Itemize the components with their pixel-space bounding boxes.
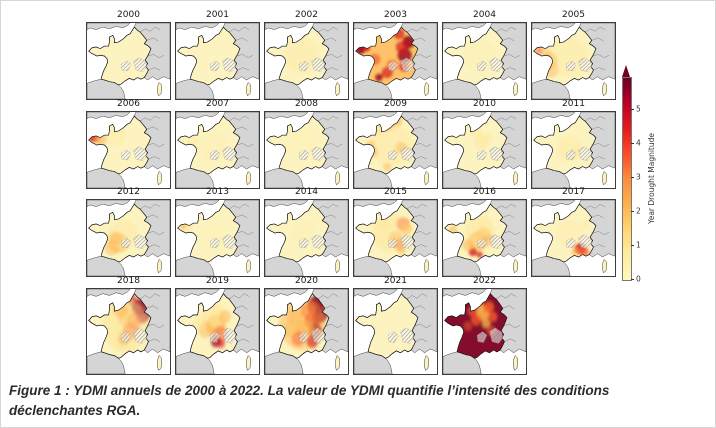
map-panel-2003: 2003 <box>353 9 438 100</box>
map-panel-2009: 2009 <box>353 98 438 189</box>
map-panel-2019: 2019 <box>175 275 260 375</box>
map-year-label: 2009 <box>384 99 407 109</box>
map-panel-2000: 2000 <box>86 9 171 100</box>
colorbar: 0 1 2 3 4 5 Year Drought Magnitude <box>617 63 713 289</box>
colorbar-ticklabel-4: 4 <box>636 138 641 148</box>
colorbar-tickmark <box>631 211 634 212</box>
france-ydmi-map-2015 <box>353 199 438 277</box>
map-panel-2018: 2018 <box>86 275 171 375</box>
colorbar-tickmark <box>631 143 634 144</box>
map-year-label: 2011 <box>562 99 585 109</box>
france-ydmi-map-2009 <box>353 111 438 189</box>
map-panel-2013: 2013 <box>175 186 260 277</box>
france-ydmi-map-2018 <box>86 288 171 375</box>
france-ydmi-map-2017 <box>531 199 616 277</box>
colorbar-label: Year Drought Magnitude <box>646 132 656 224</box>
colorbar-ticklabel-0: 0 <box>636 274 641 284</box>
france-ydmi-map-2004 <box>442 22 527 100</box>
map-year-label: 2006 <box>117 99 140 109</box>
colorbar-tickmark <box>631 177 634 178</box>
france-ydmi-map-2019 <box>175 288 260 375</box>
map-panel-2008: 2008 <box>264 98 349 189</box>
map-year-label: 2015 <box>384 187 407 197</box>
map-year-label: 2010 <box>473 99 496 109</box>
colorbar-tickmark <box>631 109 634 110</box>
map-panel-2011: 2011 <box>531 98 616 189</box>
map-year-label: 2020 <box>295 276 318 286</box>
france-ydmi-map-2005 <box>531 22 616 100</box>
map-panel-2016: 2016 <box>442 186 527 277</box>
france-ydmi-map-2014 <box>264 199 349 277</box>
map-year-label: 2019 <box>206 276 229 286</box>
france-ydmi-map-2000 <box>86 22 171 100</box>
colorbar-label-box: Year Drought Magnitude <box>644 77 658 279</box>
figure-caption-line1: Figure 1 : YDMI annuels de 2000 à 2022. … <box>9 383 610 398</box>
map-year-label: 2018 <box>117 276 140 286</box>
france-ydmi-map-2002 <box>264 22 349 100</box>
map-panel-2020: 2020 <box>264 275 349 375</box>
map-year-label: 2000 <box>117 10 140 20</box>
map-year-label: 2014 <box>295 187 318 197</box>
map-year-label: 2007 <box>206 99 229 109</box>
figure-caption-line2: déclenchantes RGA. <box>9 403 141 418</box>
map-year-label: 2005 <box>562 10 585 20</box>
map-year-label: 2008 <box>295 99 318 109</box>
france-ydmi-map-2003 <box>353 22 438 100</box>
colorbar-ticklabel-5: 5 <box>636 104 641 114</box>
map-panel-2012: 2012 <box>86 186 171 277</box>
colorbar-gradient <box>622 77 632 281</box>
france-ydmi-map-2010 <box>442 111 527 189</box>
map-panel-2017: 2017 <box>531 186 616 277</box>
france-ydmi-map-2013 <box>175 199 260 277</box>
map-panel-2022: 2022 <box>442 275 527 375</box>
france-ydmi-map-2021 <box>353 288 438 375</box>
map-panel-2004: 2004 <box>442 9 527 100</box>
map-panel-2006: 2006 <box>86 98 171 189</box>
france-ydmi-map-2006 <box>86 111 171 189</box>
map-year-label: 2004 <box>473 10 496 20</box>
map-panel-2001: 2001 <box>175 9 260 100</box>
map-year-label: 2013 <box>206 187 229 197</box>
map-panel-2021: 2021 <box>353 275 438 375</box>
colorbar-extend-arrow-icon <box>622 65 630 77</box>
map-year-label: 2021 <box>384 276 407 286</box>
colorbar-tickmark <box>631 279 634 280</box>
map-panel-2007: 2007 <box>175 98 260 189</box>
map-panel-2002: 2002 <box>264 9 349 100</box>
colorbar-tickmark <box>631 245 634 246</box>
map-year-label: 2016 <box>473 187 496 197</box>
france-ydmi-map-2022 <box>442 288 527 375</box>
map-panel-2015: 2015 <box>353 186 438 277</box>
figure-caption: Figure 1 : YDMI annuels de 2000 à 2022. … <box>9 381 711 421</box>
map-year-label: 2003 <box>384 10 407 20</box>
map-year-label: 2017 <box>562 187 585 197</box>
colorbar-ticklabel-1: 1 <box>636 240 641 250</box>
map-year-label: 2001 <box>206 10 229 20</box>
france-ydmi-map-2008 <box>264 111 349 189</box>
map-year-label: 2002 <box>295 10 318 20</box>
map-panel-2010: 2010 <box>442 98 527 189</box>
france-ydmi-map-2007 <box>175 111 260 189</box>
france-ydmi-map-2001 <box>175 22 260 100</box>
map-panel-2014: 2014 <box>264 186 349 277</box>
france-ydmi-map-2016 <box>442 199 527 277</box>
colorbar-ticklabel-3: 3 <box>636 172 641 182</box>
map-panel-2005: 2005 <box>531 9 616 100</box>
france-ydmi-map-2012 <box>86 199 171 277</box>
colorbar-ticklabel-2: 2 <box>636 206 641 216</box>
france-ydmi-map-2011 <box>531 111 616 189</box>
france-ydmi-map-2020 <box>264 288 349 375</box>
map-year-label: 2012 <box>117 187 140 197</box>
map-year-label: 2022 <box>473 276 496 286</box>
